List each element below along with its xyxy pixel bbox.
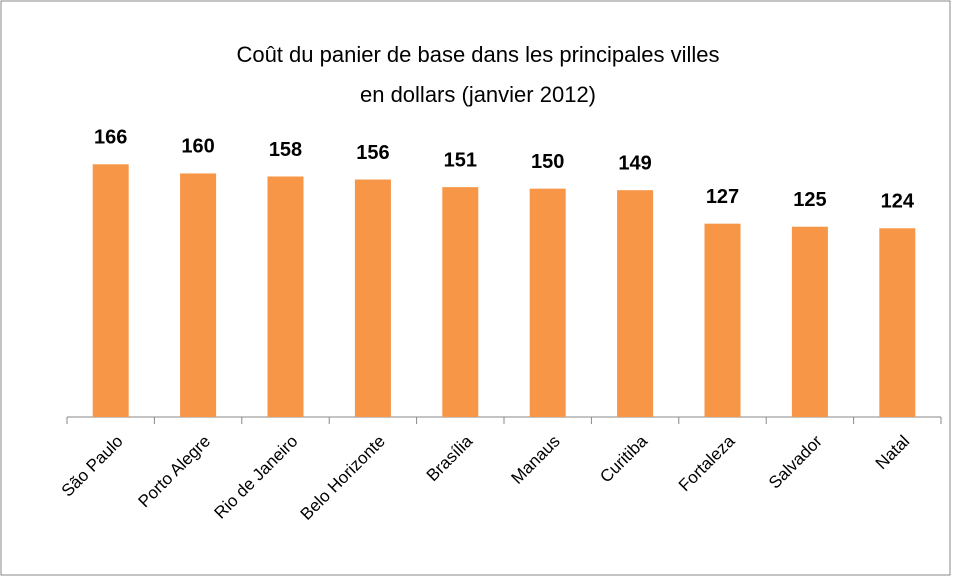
chart-subtitle: en dollars (janvier 2012) bbox=[360, 82, 596, 107]
chart-title: Coût du panier de base dans les principa… bbox=[236, 42, 719, 67]
value-label: 125 bbox=[793, 189, 826, 211]
value-label: 150 bbox=[531, 151, 564, 173]
bar bbox=[442, 187, 479, 417]
value-label: 160 bbox=[181, 136, 214, 158]
bar bbox=[354, 179, 391, 417]
bar bbox=[879, 228, 916, 417]
value-label: 127 bbox=[706, 186, 739, 208]
value-label: 151 bbox=[444, 149, 477, 171]
bar bbox=[180, 173, 217, 417]
value-label: 156 bbox=[356, 142, 389, 164]
value-label: 166 bbox=[94, 127, 127, 149]
bar bbox=[617, 190, 654, 417]
value-label: 124 bbox=[881, 191, 915, 213]
value-label: 158 bbox=[269, 139, 302, 161]
value-label: 149 bbox=[618, 152, 651, 174]
bar bbox=[267, 176, 304, 417]
bar bbox=[704, 223, 741, 417]
bar bbox=[92, 164, 129, 417]
bar bbox=[529, 188, 566, 417]
bar bbox=[791, 226, 828, 417]
